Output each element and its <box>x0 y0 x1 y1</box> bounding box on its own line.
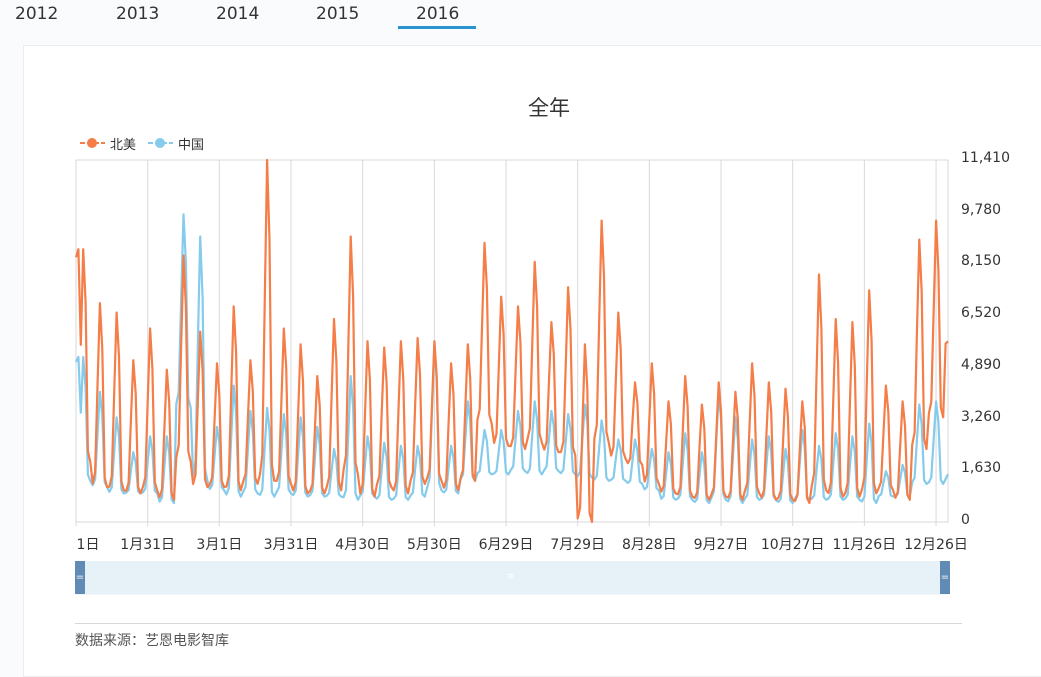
zoom-start-handle[interactable]: = <box>75 561 85 594</box>
x-tick-label: 9月27日 <box>693 537 749 553</box>
x-tick-label: 6月29日 <box>478 537 534 553</box>
legend-item-china[interactable]: 中国 <box>148 134 204 153</box>
y-tick-label: 0 <box>961 512 970 528</box>
line-chart <box>74 158 949 595</box>
y-tick-label: 8,150 <box>961 253 1002 270</box>
x-tick-label: 12月26日 <box>904 537 968 553</box>
data-source-note: 数据来源：艺恩电影智库 <box>75 633 229 649</box>
y-tick-label: 3,260 <box>961 408 1002 425</box>
x-tick-label: 10月27日 <box>760 537 825 553</box>
year-tab-2013[interactable]: 2013 <box>116 4 160 24</box>
x-tick-label: 7月29日 <box>550 537 606 553</box>
y-tick-label: 9,780 <box>961 201 1002 218</box>
year-tab-2015[interactable]: 2015 <box>316 4 360 24</box>
legend-item-north-america[interactable]: 北美 <box>80 134 136 153</box>
year-tab-2016[interactable]: 2016 <box>397 3 477 29</box>
series-north-america-line <box>74 158 949 524</box>
zoom-end-handle[interactable]: = <box>940 561 950 594</box>
year-tabs: 2012 2013 2014 2015 2016 <box>0 0 1041 30</box>
x-tick-label: 4月30日 <box>335 537 391 553</box>
data-zoom-slider[interactable] <box>76 561 948 594</box>
x-tick-label: 5月30日 <box>406 537 462 553</box>
x-tick-label: 3月1日 <box>196 537 243 553</box>
footer-divider <box>75 623 962 624</box>
year-tab-2014[interactable]: 2014 <box>216 4 260 24</box>
legend-label: 中国 <box>178 137 205 153</box>
x-tick-label: 11月26日 <box>832 537 897 553</box>
line-dot-icon <box>148 136 174 150</box>
x-tick-label: 1月31日 <box>120 537 176 553</box>
y-tick-label: 11,410 <box>961 150 1010 166</box>
y-tick-label: 1,630 <box>961 460 1002 477</box>
y-tick-label: 6,520 <box>961 305 1002 322</box>
year-tab-2012[interactable]: 2012 <box>15 4 59 24</box>
chart-title: 全年 <box>528 96 570 120</box>
x-tick-label: 8月28日 <box>621 537 677 553</box>
x-tick-label: 1日 <box>76 537 100 553</box>
zoom-drag-grip-icon[interactable]: ≡ <box>507 572 515 582</box>
x-tick-label: 3月31日 <box>263 537 319 553</box>
chart-legend: 北美 中国 <box>80 134 216 153</box>
legend-label: 北美 <box>110 137 137 153</box>
line-dot-icon <box>80 136 105 150</box>
y-tick-label: 4,890 <box>961 356 1002 373</box>
